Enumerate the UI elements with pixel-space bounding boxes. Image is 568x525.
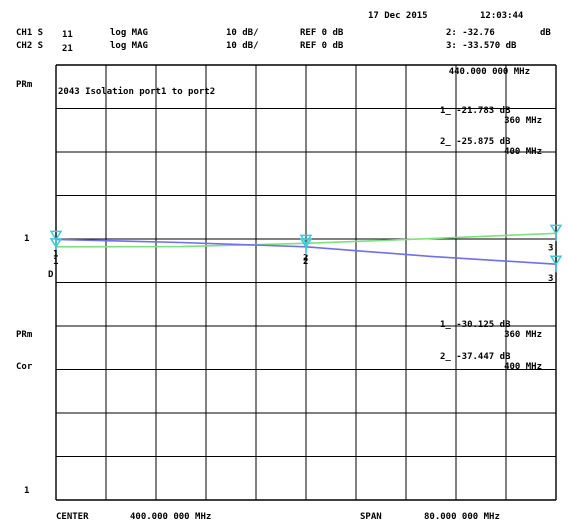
- ch1-scale: 10 dB/: [226, 28, 259, 38]
- marker-readout-1-unit: dB: [540, 28, 551, 38]
- ch2-ref: REF 0 dB: [300, 41, 344, 51]
- ch1-marker1-freq: 360 MHz: [504, 116, 542, 126]
- ch1-marker2-value: 2_ -25.875 dB: [440, 137, 511, 147]
- ch1-ref: REF 0 dB: [300, 28, 344, 38]
- ch2-marker-3-symbol: [549, 255, 563, 266]
- ch2-marker-3-label: 3: [548, 274, 553, 284]
- graticule: [55, 64, 557, 501]
- time-label: 12:03:44: [480, 11, 524, 21]
- ch2-format: log MAG: [110, 41, 148, 51]
- ch2-label: CH2 S: [16, 41, 44, 51]
- cor-label: Cor: [16, 362, 33, 372]
- trace-title: 2043 Isolation port1 to port2: [58, 87, 216, 97]
- prm-label-bottom: PRm: [16, 330, 33, 340]
- ch1-marker-1-label: 1: [53, 257, 58, 267]
- ch2-marker-2-symbol: [299, 238, 313, 249]
- prm-label-top: PRm: [16, 80, 33, 90]
- span-value: 80.000 000 MHz: [424, 512, 500, 522]
- ch2-marker1-value: 1_ -30.125 dB: [440, 320, 511, 330]
- date-label: 17 Dec 2015: [368, 11, 428, 21]
- marker-frequency: 440.000 000 MHz: [448, 67, 530, 77]
- ch2-marker-2-label: 2: [303, 257, 308, 267]
- ch1-label: CH1 S: [16, 28, 44, 38]
- ch2-marker2-value: 2_ -37.447 dB: [440, 352, 511, 362]
- ch1-marker-3-symbol: [549, 224, 563, 235]
- ch2-marker2-freq: 400 MHz: [504, 362, 542, 372]
- span-label: SPAN: [360, 512, 382, 522]
- marker-readout-2: 3: -33.570 dB: [446, 41, 517, 51]
- ch1-marker1-value: 1_ -21.783 dB: [440, 106, 511, 116]
- ch2-marker1-freq: 360 MHz: [504, 330, 542, 340]
- ch1-marker-3-label: 3: [548, 243, 553, 253]
- ch2-param: 21: [62, 44, 73, 54]
- ch1-ref-lower: D: [48, 270, 54, 280]
- ch2-marker-1-label: 1: [53, 249, 58, 259]
- ch1-format: log MAG: [110, 28, 148, 38]
- center-value: 400.000 000 MHz: [130, 512, 212, 522]
- ch2-scale: 10 dB/: [226, 41, 259, 51]
- ch1-marker-2-label: 2: [303, 253, 308, 263]
- ch1-marker2-freq: 400 MHz: [504, 147, 542, 157]
- marker-readout-1: 2: -32.76: [446, 28, 495, 38]
- marker-symbols: 1 2 3 1 2 3: [49, 224, 563, 284]
- ch2-ref-marker: 1: [24, 486, 30, 496]
- center-label: CENTER: [56, 512, 89, 522]
- ch1-param: 11: [62, 30, 73, 40]
- ch1-ref-marker: 1: [24, 234, 30, 244]
- ch2-marker-1-symbol: [49, 230, 63, 241]
